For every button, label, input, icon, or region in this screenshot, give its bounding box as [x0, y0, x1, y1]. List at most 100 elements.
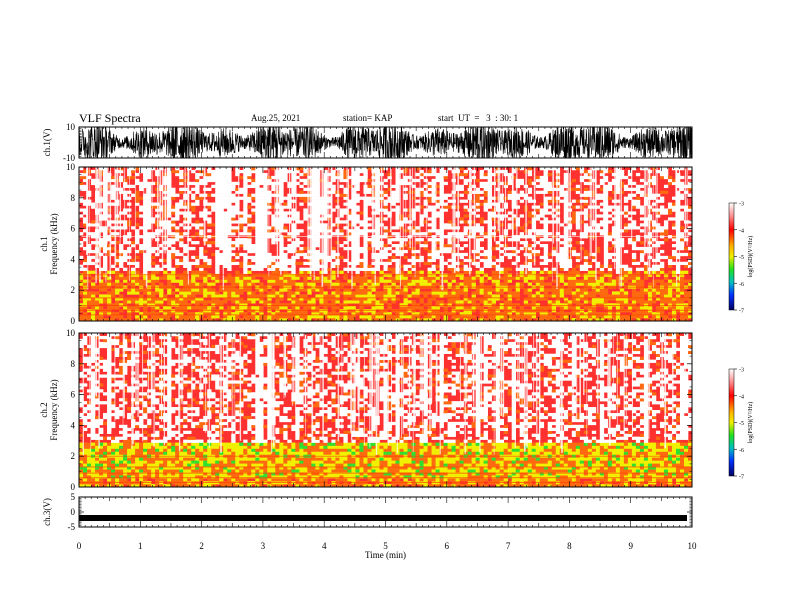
spectrogram-cell — [347, 246, 352, 251]
spectrogram-cell — [451, 178, 456, 183]
spectrogram-cell — [123, 196, 128, 200]
spectrogram-cell — [231, 300, 236, 304]
spectrogram-cell — [675, 238, 681, 242]
spectrogram-cell — [287, 312, 292, 316]
spectrogram-cell — [151, 217, 156, 221]
spectrogram-cell — [495, 276, 500, 280]
spectrogram-cell — [443, 306, 448, 310]
spectrogram-cell — [547, 258, 553, 263]
spectrogram-cell — [283, 261, 288, 266]
spectrogram-cell — [587, 276, 593, 280]
spectrogram-cell — [431, 315, 436, 319]
spectrogram-cell — [643, 267, 649, 271]
spectrogram-cell — [167, 255, 172, 260]
spectrogram-cell — [323, 306, 328, 310]
spectrogram-cell — [111, 241, 116, 245]
spectrogram-cell — [211, 175, 216, 180]
spectrogram-cell — [207, 241, 212, 245]
spectrogram-cell — [247, 232, 252, 236]
spectrogram-cell — [315, 241, 320, 245]
spectrogram-cell — [403, 300, 408, 304]
spectrogram-cell — [631, 261, 637, 266]
spectrogram-cell — [263, 232, 268, 236]
spectrogram-cell — [195, 199, 200, 203]
spectrogram-cell — [351, 241, 356, 245]
spectrogram-cell — [523, 309, 529, 313]
spectrogram-cell — [119, 169, 124, 174]
spectrogram-cell — [227, 312, 232, 316]
spectrogram-cell — [479, 232, 484, 236]
spectrogram-cell — [655, 229, 661, 233]
spectrogram-cell — [223, 172, 228, 177]
spectrogram-cell — [383, 208, 388, 212]
spectrogram-cell — [219, 190, 224, 194]
spectrogram-cell — [391, 291, 396, 295]
spectrogram-cell — [375, 235, 380, 239]
spectrogram-cell — [239, 220, 244, 224]
spectrogram-cell — [403, 264, 408, 268]
spectrogram-cell — [267, 232, 272, 236]
spectrogram-cell — [503, 312, 508, 316]
spectrogram-cell — [331, 270, 336, 274]
spectrogram-cell — [511, 276, 517, 280]
spectrogram-cell — [283, 172, 288, 177]
spectrogram-cell — [647, 297, 653, 301]
spectrogram-cell — [431, 167, 436, 171]
spectrogram-cell — [523, 303, 529, 307]
spectrogram-cell — [291, 297, 296, 301]
spectrogram-cell — [603, 306, 609, 310]
spectrogram-cell — [667, 270, 673, 274]
spectrogram-cell — [135, 315, 140, 319]
spectrogram-cell — [351, 297, 356, 301]
spectrogram-cell — [243, 208, 248, 212]
spectrogram-cell — [131, 241, 136, 245]
spectrogram-cell — [367, 238, 372, 242]
spectrogram-cell — [283, 246, 288, 251]
spectrogram-cell — [363, 282, 368, 286]
spectrogram-cell — [199, 288, 204, 292]
spectrogram-cell — [419, 258, 424, 263]
spectrogram-cell — [255, 208, 260, 212]
spectrogram-cell — [283, 169, 288, 174]
spectrogram-cell — [307, 291, 312, 295]
spectrogram-cell — [567, 303, 573, 307]
spectrogram-cell — [167, 184, 172, 189]
spectrogram-cell — [639, 211, 645, 215]
spectrogram-cell — [343, 318, 348, 321]
spectrogram-cell — [407, 282, 412, 286]
spectrogram-cell — [539, 167, 545, 171]
spectrogram-cell — [459, 167, 464, 171]
spectrogram-cell — [499, 193, 504, 197]
spectrogram-cell — [355, 181, 360, 186]
spectrogram-cell — [243, 312, 248, 316]
spectrogram-cell — [191, 300, 196, 304]
spectrogram-cell — [619, 169, 625, 174]
spectrogram-cell — [655, 244, 661, 248]
spectrogram-cell — [219, 232, 224, 236]
spectrogram-cell — [655, 273, 661, 277]
spectrogram-cell — [639, 288, 645, 292]
spectrogram-cell — [111, 187, 116, 191]
spectrogram-cell — [259, 273, 264, 277]
spectrogram-cell — [479, 220, 484, 224]
spectrogram-cell — [147, 294, 152, 298]
spectrogram-cell — [387, 238, 392, 242]
spectrogram-cell — [151, 303, 156, 307]
spectrogram-cell — [231, 187, 236, 191]
spectrogram-cell — [163, 297, 168, 301]
spectrogram-cell — [159, 300, 164, 304]
spectrogram-cell — [207, 217, 212, 221]
spectrogram-cell — [475, 223, 480, 227]
spectrogram-cell — [363, 279, 368, 283]
spectrogram-cell — [331, 249, 336, 254]
spectrogram-cell — [603, 312, 609, 316]
spectrogram-cell — [175, 258, 180, 263]
spectrogram-cell — [315, 249, 320, 254]
spectrogram-cell — [191, 306, 196, 310]
spectrogram-cell — [375, 208, 380, 212]
spectrogram-cell — [207, 282, 212, 286]
spectrogram-cell — [571, 291, 577, 295]
spectrogram-cell — [83, 294, 88, 298]
spectrogram-cell — [283, 235, 288, 239]
spectrogram-cell — [151, 255, 156, 260]
